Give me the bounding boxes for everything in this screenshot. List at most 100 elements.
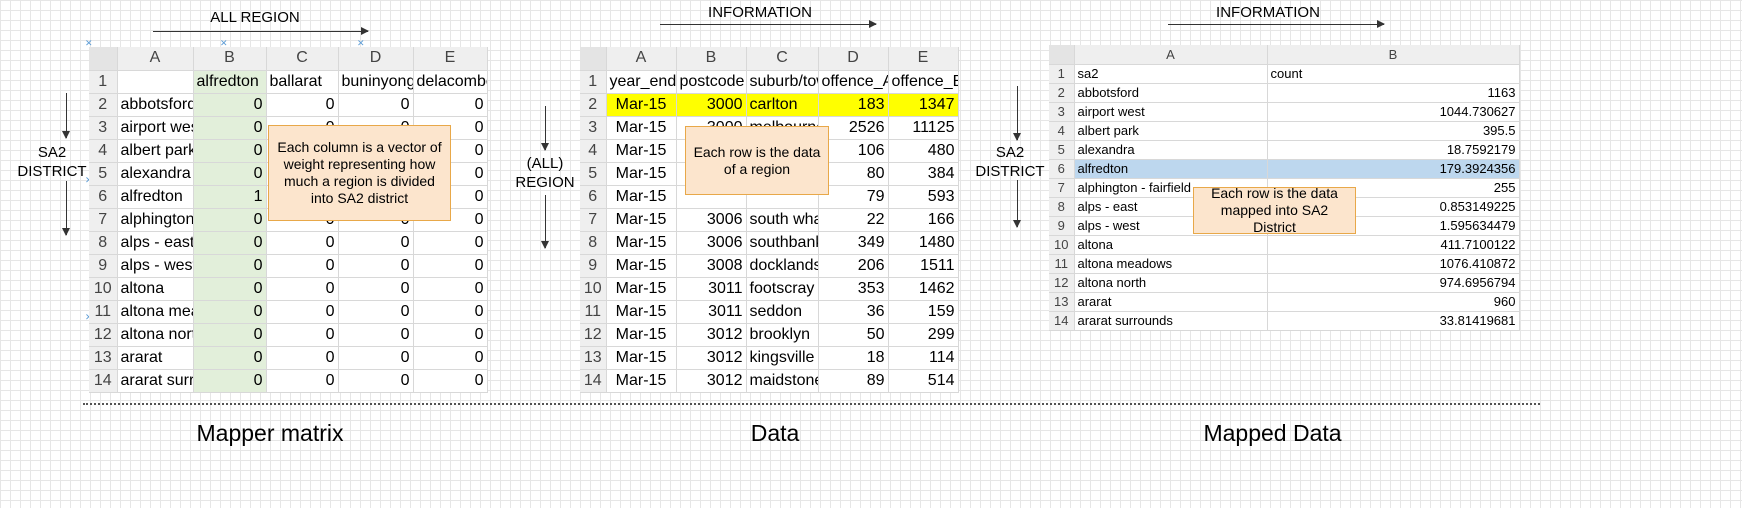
cell[interactable]: 79 [818, 185, 889, 209]
cell[interactable]: 1480 [888, 231, 959, 255]
cell[interactable]: 50 [818, 323, 889, 347]
cell[interactable]: 0 [413, 254, 488, 278]
cell[interactable]: 0 [413, 300, 488, 324]
cell[interactable]: 349 [818, 231, 889, 255]
cell[interactable]: 3012 [676, 369, 747, 393]
cell[interactable]: altona meadows [117, 300, 194, 324]
row-number[interactable]: 12 [580, 323, 607, 347]
row-number[interactable]: 12 [1049, 273, 1075, 293]
cell[interactable]: 0 [193, 116, 267, 140]
cell[interactable]: airport west [1074, 102, 1268, 122]
row-number[interactable]: 7 [1049, 178, 1075, 198]
cell[interactable]: carlton [746, 93, 819, 117]
cell[interactable]: kingsville [746, 346, 819, 370]
cell[interactable]: 480 [888, 139, 959, 163]
cell[interactable]: 411.7100122 [1267, 235, 1520, 255]
cell[interactable]: 18.7592179 [1267, 140, 1520, 160]
row-number[interactable]: 1 [1049, 64, 1075, 84]
cell[interactable]: 179.3924356 [1267, 159, 1520, 179]
column-title[interactable]: suburb/town [746, 70, 819, 94]
cell[interactable]: 3008 [676, 254, 747, 278]
row-number[interactable]: 14 [1049, 311, 1075, 331]
cell[interactable]: 3011 [676, 300, 747, 324]
cell[interactable]: 159 [888, 300, 959, 324]
cell[interactable]: 36 [818, 300, 889, 324]
cell[interactable]: 166 [888, 208, 959, 232]
row-number[interactable]: 5 [580, 162, 607, 186]
row-number[interactable]: 11 [1049, 254, 1075, 274]
column-header[interactable]: A [117, 47, 194, 71]
column-title[interactable]: postcode [676, 70, 747, 94]
cell[interactable]: count [1267, 64, 1520, 84]
row-number[interactable]: 4 [1049, 121, 1075, 141]
cell[interactable]: 3006 [676, 231, 747, 255]
column-header[interactable]: B [676, 47, 747, 71]
cell[interactable]: 0 [193, 300, 267, 324]
cell[interactable]: 22 [818, 208, 889, 232]
select-all-corner[interactable] [580, 47, 607, 71]
cell[interactable]: southbank [746, 231, 819, 255]
cell[interactable]: 0 [338, 300, 414, 324]
cell[interactable]: 0 [266, 93, 339, 117]
cell[interactable]: 0 [266, 300, 339, 324]
cell[interactable]: 0 [193, 231, 267, 255]
cell[interactable]: Mar-15 [606, 208, 677, 232]
cell[interactable]: 0 [338, 277, 414, 301]
cell[interactable]: Mar-15 [606, 116, 677, 140]
column-header[interactable]: A [606, 47, 677, 71]
cell[interactable]: 114 [888, 346, 959, 370]
select-all-corner[interactable] [1049, 45, 1075, 65]
row-number[interactable]: 13 [580, 346, 607, 370]
column-header[interactable]: C [266, 47, 339, 71]
cell[interactable]: maidstone [746, 369, 819, 393]
cell[interactable]: 11125 [888, 116, 959, 140]
cell[interactable]: Mar-15 [606, 93, 677, 117]
row-number[interactable]: 10 [1049, 235, 1075, 255]
cell[interactable]: 183 [818, 93, 889, 117]
row-number[interactable]: 14 [89, 369, 118, 393]
cell[interactable]: 0 [413, 93, 488, 117]
cell[interactable]: abbotsford [117, 93, 194, 117]
cell[interactable]: 1511 [888, 254, 959, 278]
cell[interactable]: 1076.410872 [1267, 254, 1520, 274]
cell[interactable]: 0 [193, 346, 267, 370]
cell[interactable]: alphington [117, 208, 194, 232]
cell[interactable]: 0 [193, 162, 267, 186]
cell[interactable]: albert park [117, 139, 194, 163]
cell[interactable]: 514 [888, 369, 959, 393]
cell[interactable]: 0 [193, 323, 267, 347]
cell[interactable]: ararat [117, 346, 194, 370]
cell[interactable]: 106 [818, 139, 889, 163]
cell[interactable]: 3006 [676, 208, 747, 232]
row-number[interactable]: 3 [1049, 102, 1075, 122]
cell[interactable]: 0 [266, 254, 339, 278]
row-number[interactable]: 2 [89, 93, 118, 117]
cell[interactable]: 395.5 [1267, 121, 1520, 141]
cell[interactable]: 0 [193, 254, 267, 278]
row-number[interactable]: 5 [89, 162, 118, 186]
column-header[interactable]: E [413, 47, 488, 71]
column-header[interactable]: A [1074, 45, 1268, 65]
row-number[interactable]: 8 [580, 231, 607, 255]
column-header[interactable]: D [338, 47, 414, 71]
cell[interactable]: 1462 [888, 277, 959, 301]
cell[interactable]: altona [1074, 235, 1268, 255]
cell[interactable]: ararat surrounds [1074, 311, 1268, 331]
row-number[interactable]: 9 [580, 254, 607, 278]
column-title[interactable]: offence_A [818, 70, 889, 94]
row-number[interactable]: 9 [89, 254, 118, 278]
column-title[interactable]: year_ending [606, 70, 677, 94]
cell[interactable]: 3012 [676, 323, 747, 347]
cell[interactable]: 0 [338, 254, 414, 278]
row-number[interactable]: 10 [580, 277, 607, 301]
cell[interactable]: Mar-15 [606, 346, 677, 370]
cell[interactable]: 0 [338, 93, 414, 117]
cell[interactable]: 0 [413, 323, 488, 347]
data-spreadsheet[interactable]: ABCDE1year_endingpostcodesuburb/townoffe… [580, 47, 959, 393]
cell[interactable]: 3011 [676, 277, 747, 301]
column-header[interactable]: D [818, 47, 889, 71]
cell[interactable]: abbotsford [1074, 83, 1268, 103]
cell[interactable]: alfredton [1074, 159, 1268, 179]
cell[interactable]: 384 [888, 162, 959, 186]
cell[interactable]: buninyong [338, 70, 414, 94]
